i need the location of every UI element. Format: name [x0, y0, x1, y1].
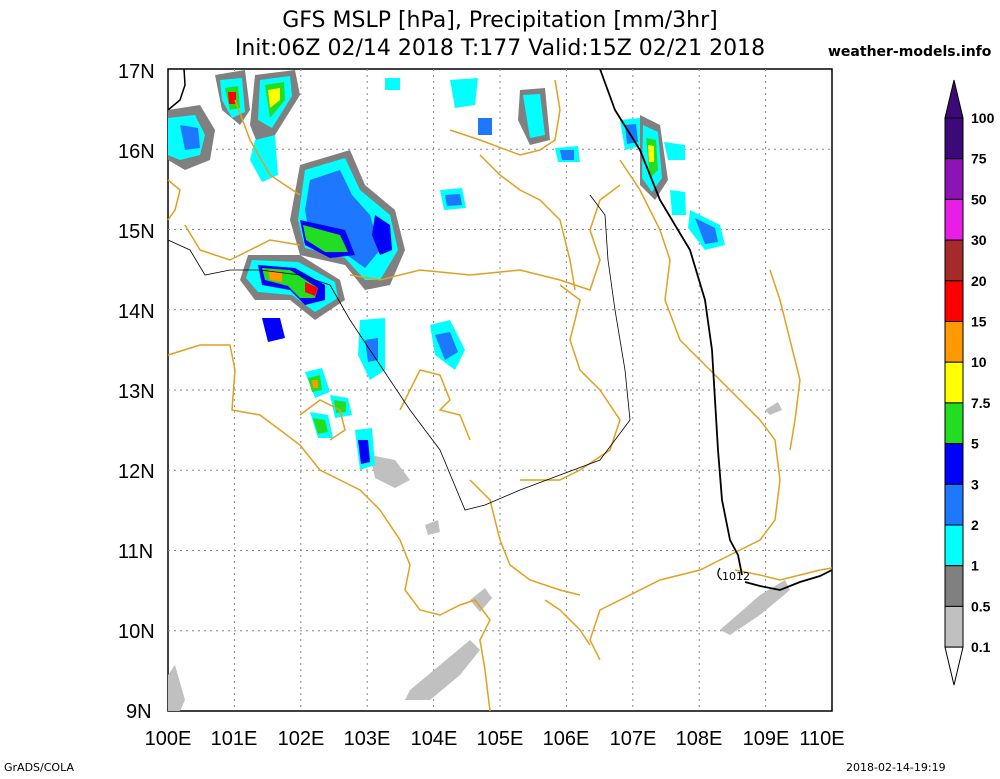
isobars — [167, 68, 833, 591]
coastlines-borders — [167, 79, 833, 712]
colorbar-swatch — [944, 443, 964, 485]
colorbar-label: 1 — [971, 558, 979, 574]
lat-label: 14N — [118, 301, 155, 323]
lon-label: 100E — [145, 728, 192, 750]
lat-label: 13N — [118, 381, 155, 403]
colorbar-label: 50 — [971, 191, 987, 207]
site-watermark: weather-models.info — [828, 44, 992, 60]
lon-label: 107E — [610, 728, 657, 750]
lon-label: 102E — [278, 728, 325, 750]
colorbar-swatch — [944, 280, 964, 322]
lat-label: 15N — [118, 221, 155, 243]
colorbar-swatch — [944, 402, 964, 445]
chart-title: GFS MSLP [hPa], Precipitation [mm/3hr] — [282, 8, 718, 33]
colorbar-label: 2 — [971, 517, 979, 533]
colorbar-label: 7.5 — [971, 395, 991, 411]
software-credit: GrADS/COLA — [4, 761, 74, 774]
chart-subtitle: Init:06Z 02/14 2018 T:177 Valid:15Z 02/2… — [234, 36, 766, 61]
lat-label: 12N — [118, 461, 155, 483]
colorbar-label: 30 — [971, 232, 987, 248]
colorbar-label: 3 — [971, 476, 979, 492]
precipitation-field — [168, 70, 790, 711]
colorbar-label: 75 — [971, 151, 987, 167]
colorbar-label: 20 — [971, 273, 987, 289]
lat-label: 10N — [118, 621, 155, 643]
lon-label: 105E — [477, 728, 524, 750]
colorbar-swatch — [944, 321, 964, 363]
colorbar-label: 10 — [971, 354, 987, 370]
lon-label: 110E — [799, 728, 844, 750]
colorbar-swatch — [944, 239, 964, 282]
colorbar-swatch — [944, 524, 964, 567]
latitude-axis: 17N 16N 15N 14N 13N 12N 11N 10N 9N — [118, 61, 155, 723]
colorbar-top-arrow — [944, 79, 964, 119]
lat-label: 11N — [118, 541, 153, 563]
colorbar-label: 5 — [971, 436, 979, 452]
colorbar-legend: 100 75 50 30 20 15 10 7.5 5 3 2 1 0.5 0.1 — [944, 79, 995, 686]
lon-label: 109E — [743, 728, 790, 750]
lat-label: 17N — [118, 61, 155, 83]
colorbar-swatch — [944, 117, 964, 160]
lon-label: 106E — [543, 728, 590, 750]
longitude-axis: 100E 101E 102E 103E 104E 105E 106E 107E … — [145, 728, 845, 750]
colorbar-swatch — [944, 361, 964, 404]
lat-label: 16N — [118, 141, 155, 163]
colorbar-label: 0.5 — [971, 598, 991, 614]
lon-label: 101E — [211, 728, 258, 750]
lat-label: 9N — [126, 701, 152, 723]
colorbar-label: 15 — [971, 314, 987, 330]
colorbar-label: 0.1 — [971, 639, 991, 655]
colorbar-label: 100 — [971, 110, 995, 126]
colorbar-swatch — [944, 565, 964, 607]
lon-label: 104E — [411, 728, 458, 750]
colorbar-swatch — [944, 605, 964, 648]
colorbar-swatch — [944, 198, 964, 241]
colorbar-swatch — [944, 483, 964, 526]
colorbar-swatch — [944, 158, 964, 200]
generation-timestamp: 2018-02-14-19:19 — [846, 761, 946, 774]
lon-label: 103E — [344, 728, 391, 750]
isobar-label: 1012 — [722, 570, 750, 583]
lon-label: 108E — [676, 728, 723, 750]
colorbar-bottom-arrow — [944, 646, 964, 686]
